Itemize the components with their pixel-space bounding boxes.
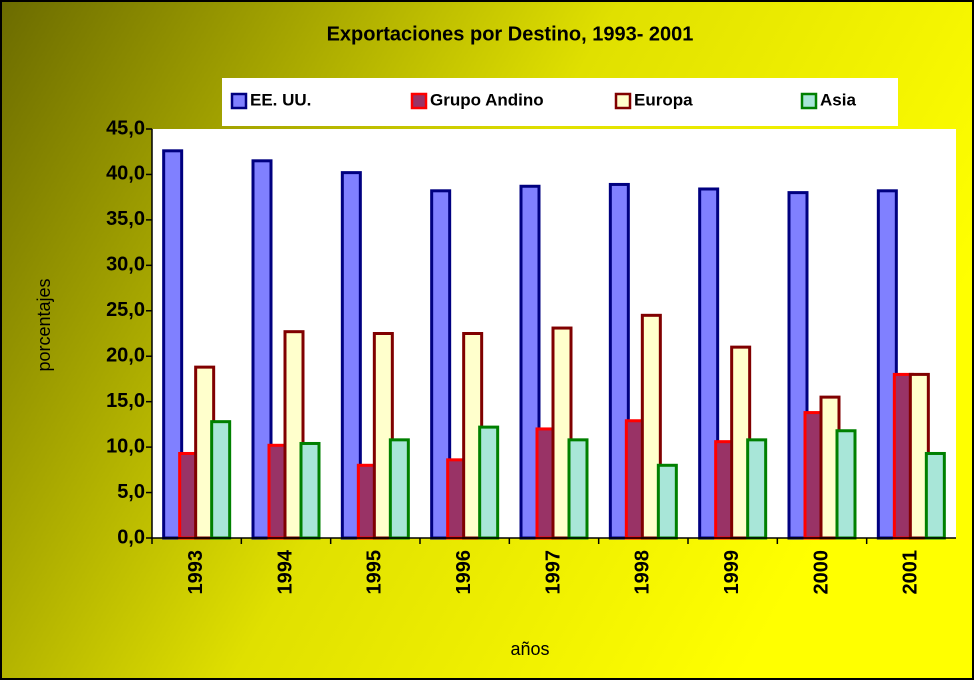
legend-swatch xyxy=(410,92,428,110)
x-tick-label: 1998 xyxy=(632,550,654,595)
bar xyxy=(656,463,678,540)
legend-box xyxy=(222,78,898,126)
x-tick-label: 2000 xyxy=(810,550,832,595)
y-tick-label: 0,0 xyxy=(117,526,145,548)
bar xyxy=(567,438,589,540)
legend-label: Asia xyxy=(820,90,856,109)
legend-swatch xyxy=(614,92,632,110)
y-tick-label: 35,0 xyxy=(106,208,145,230)
bar xyxy=(299,441,321,540)
legend-label: Europa xyxy=(634,90,693,109)
y-tick-label: 40,0 xyxy=(106,163,145,185)
x-tick-label: 1993 xyxy=(185,550,207,595)
bar xyxy=(835,429,857,540)
legend-swatch xyxy=(230,92,248,110)
y-tick-label: 10,0 xyxy=(106,435,145,457)
x-tick-label: 1999 xyxy=(721,550,743,595)
x-tick-label: 1995 xyxy=(364,550,386,595)
x-tick-label: 1996 xyxy=(453,550,475,595)
bar xyxy=(746,438,768,540)
y-tick-label: 15,0 xyxy=(106,390,145,412)
y-axis-title: porcentajes xyxy=(34,278,54,371)
legend-label: Grupo Andino xyxy=(430,90,544,109)
y-tick-label: 45,0 xyxy=(106,117,145,139)
x-tick-label: 1997 xyxy=(542,550,564,595)
x-tick-label: 1994 xyxy=(274,549,296,594)
legend-label: EE. UU. xyxy=(250,90,311,109)
y-tick-label: 25,0 xyxy=(106,299,145,321)
legend-swatch xyxy=(800,92,818,110)
y-tick-label: 5,0 xyxy=(117,481,145,503)
x-axis-title: años xyxy=(510,639,549,659)
bar xyxy=(210,420,232,540)
bar xyxy=(924,451,946,540)
chart-title: Exportaciones por Destino, 1993- 2001 xyxy=(327,23,694,45)
x-tick-label: 2001 xyxy=(900,550,922,595)
bar xyxy=(478,425,500,540)
bar xyxy=(388,438,410,540)
y-tick-label: 20,0 xyxy=(106,345,145,367)
y-tick-label: 30,0 xyxy=(106,254,145,276)
